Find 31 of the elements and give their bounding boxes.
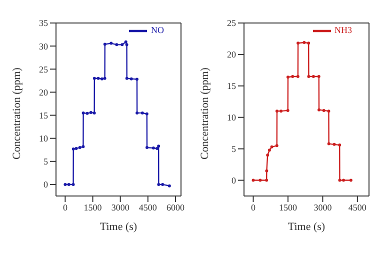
- legend-label: NO: [151, 25, 164, 36]
- x-tick-label: 1500: [84, 202, 102, 212]
- x-tick-label: 1500: [278, 202, 298, 212]
- y-tick-label: 30: [39, 41, 48, 52]
- x-axis-title: Time (s): [100, 221, 138, 233]
- y-tick-label: 0: [44, 180, 48, 190]
- y-tick-label: 5: [232, 144, 236, 154]
- y-tick-label: 0: [232, 175, 236, 186]
- x-tick-label: 4500: [348, 202, 367, 212]
- y-tick-label: 35: [39, 18, 48, 28]
- y-axis-title: Concentration (ppm): [198, 67, 211, 160]
- y-tick-label: 25: [227, 18, 236, 28]
- x-tick-label: 3000: [111, 202, 130, 212]
- y-axis-title: Concentration (ppm): [10, 67, 23, 160]
- y-tick-label: 10: [39, 134, 48, 144]
- y-tick-label: 15: [227, 81, 236, 92]
- y-tick-label: 5: [44, 156, 48, 167]
- y-tick-label: 20: [39, 87, 48, 98]
- y-tick-label: 10: [227, 112, 236, 123]
- y-tick-label: 25: [39, 64, 48, 74]
- line-series: [252, 41, 352, 182]
- x-tick-label: 0: [62, 202, 68, 212]
- y-tick-label: 15: [39, 110, 48, 120]
- x-tick-label: 4500: [138, 202, 158, 212]
- x-tick-label: 3000: [314, 202, 332, 212]
- line-series: [64, 40, 171, 188]
- legend-label: NH3: [334, 25, 352, 36]
- x-axis-title: Time (s): [288, 221, 326, 233]
- x-tick-label: 6000: [166, 202, 185, 212]
- x-tick-label: 0: [251, 202, 256, 212]
- y-tick-label: 20: [227, 50, 236, 60]
